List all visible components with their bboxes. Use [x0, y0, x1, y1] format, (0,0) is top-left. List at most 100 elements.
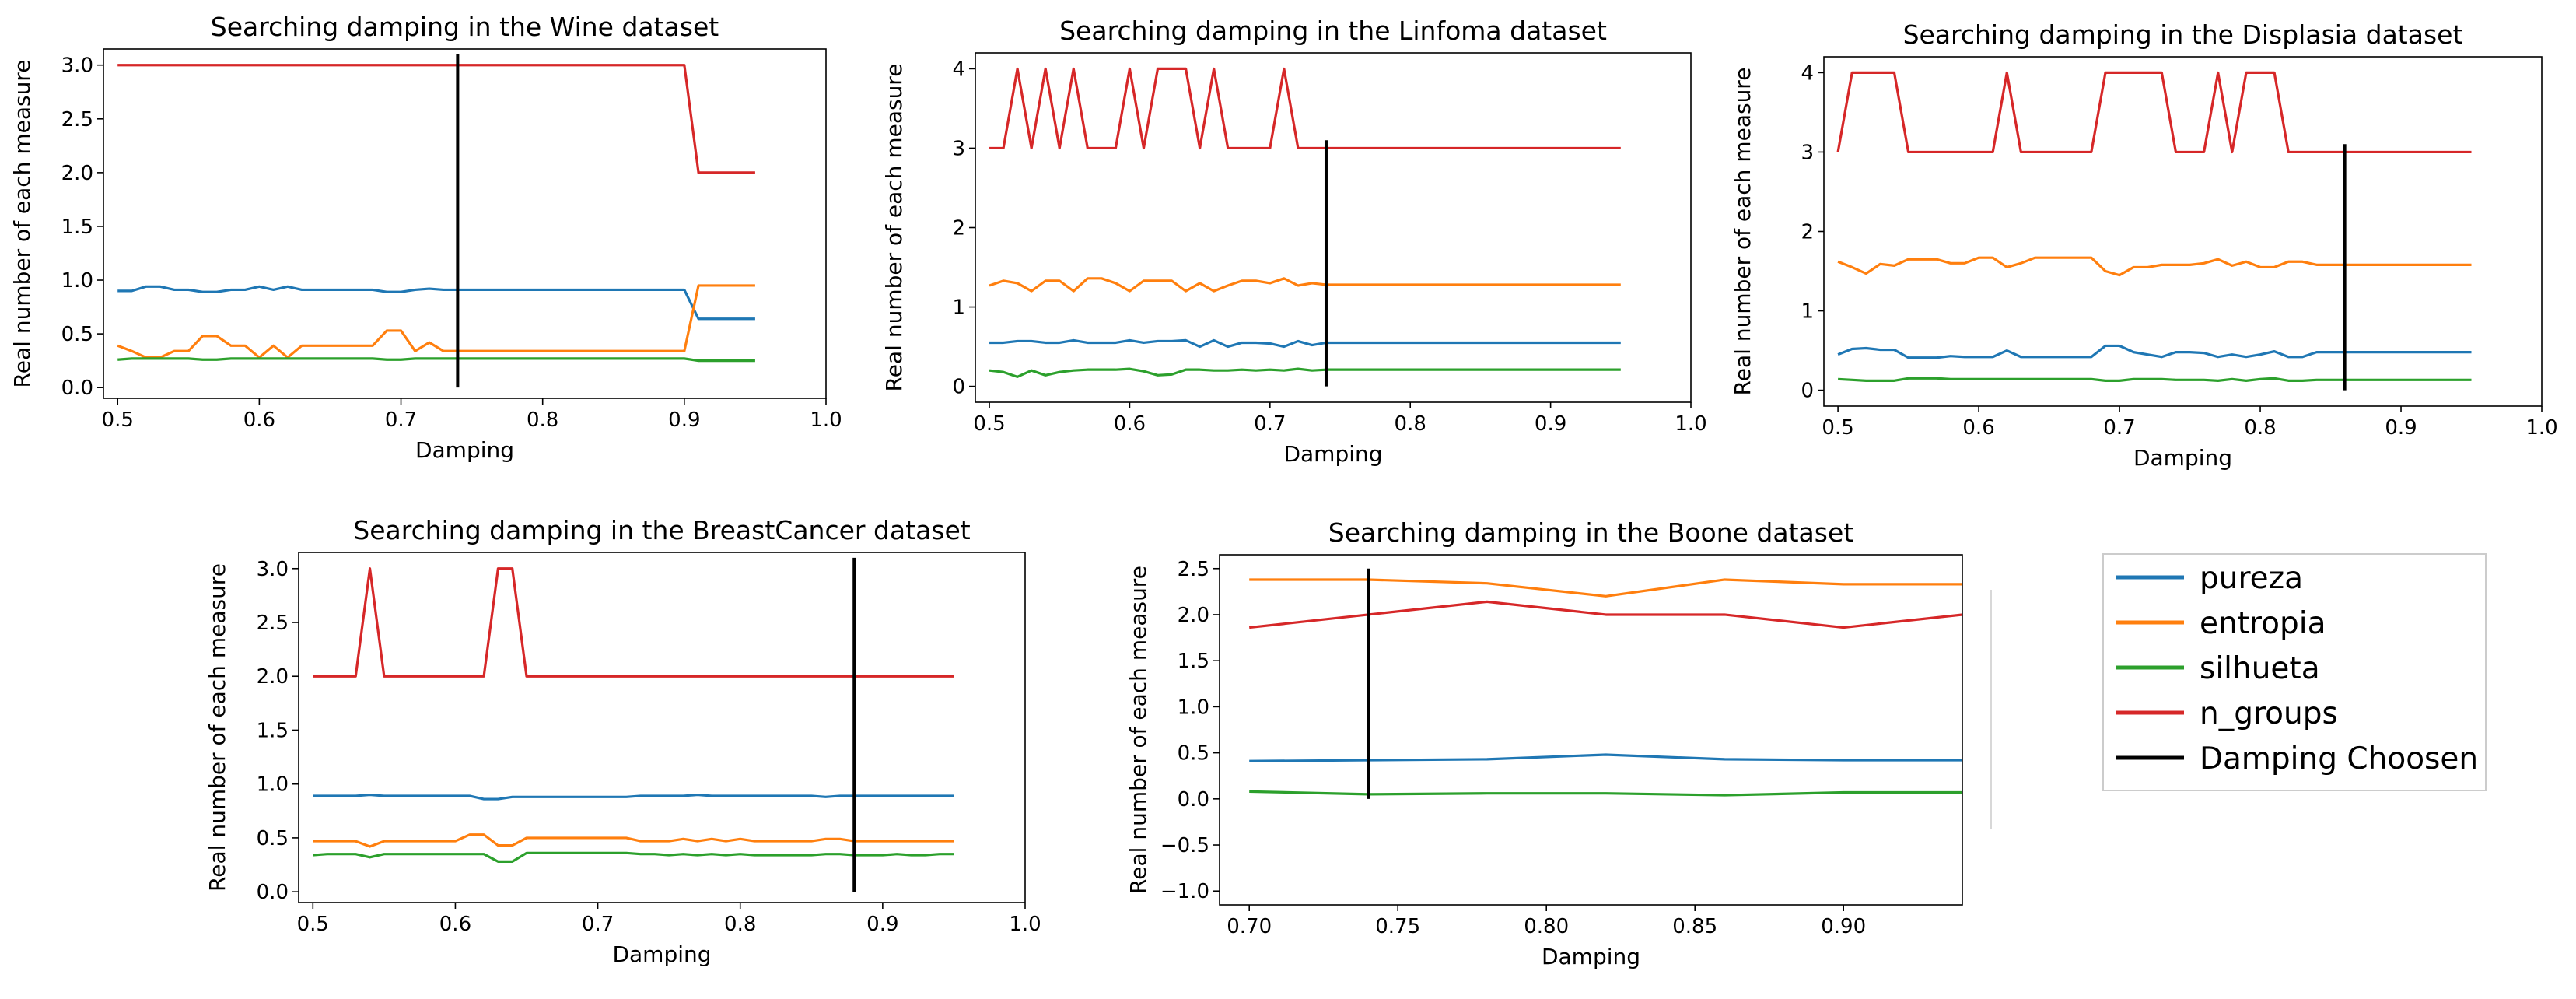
series-line-pureza	[117, 285, 755, 321]
y-tick-label: 0.5	[1178, 742, 1209, 766]
legend-label-n_groups: n_groups	[2200, 696, 2338, 731]
y-tick-label: −0.5	[1160, 834, 1209, 857]
x-tick-label: 0.7	[385, 408, 417, 432]
series-line-entropia	[1249, 578, 1962, 598]
x-axis-label: Damping	[2133, 445, 2232, 471]
x-tick-label: 1.0	[1009, 913, 1041, 936]
series-line-silhueta	[313, 851, 954, 863]
y-tick-label: 1	[952, 296, 965, 320]
chart-4: 0.5 0.6 0.7 0.8 0.9 1.0 0.0 0.5 1.0 1.5 2.0 2.5 3.0 S…	[205, 515, 1041, 967]
y-axis-label: Real number of each measure	[1125, 566, 1151, 894]
plot-frame	[1219, 554, 1963, 906]
x-tick-label: 0.80	[1524, 915, 1569, 938]
x-tick-label: 0.75	[1375, 915, 1420, 938]
plot-frame	[298, 552, 1026, 903]
y-axis-label: Real number of each measure	[1730, 68, 1755, 396]
series-line-entropia	[313, 833, 954, 848]
x-axis-label: Damping	[612, 941, 711, 967]
series-line-pureza	[989, 338, 1621, 349]
series-line-entropia	[989, 277, 1621, 293]
x-tick-label: 0.7	[582, 913, 614, 936]
x-tick-label: 0.85	[1672, 915, 1717, 938]
y-tick-label: 2.0	[61, 162, 93, 185]
legend-label-pureza: pureza	[2200, 561, 2303, 596]
x-tick-label: 0.8	[1395, 412, 1426, 436]
x-tick-label: 1.0	[810, 408, 842, 432]
chart-3: 0.5 0.6 0.7 0.8 0.9 1.0 0 1 2 3 4 Searching damping…	[1730, 19, 2558, 471]
y-axis-label: Real number of each measure	[205, 563, 230, 892]
y-tick-label: 0.5	[61, 323, 93, 346]
y-tick-label: 0.0	[1178, 788, 1209, 811]
chart-title: Searching damping in the Boone dataset	[1328, 517, 1853, 548]
x-axis-label: Damping	[415, 437, 514, 463]
x-tick-label: 0.6	[1962, 416, 1994, 440]
x-tick-label: 0.6	[243, 408, 275, 432]
x-tick-label: 0.8	[724, 913, 756, 936]
series-line-silhueta	[1838, 377, 2472, 382]
series-line-entropia	[117, 284, 755, 359]
x-axis-label: Damping	[1542, 944, 1640, 969]
series-line-n_groups	[117, 64, 755, 174]
x-axis-label: Damping	[1283, 441, 1382, 467]
series-line-pureza	[313, 793, 954, 801]
y-tick-label: 1.5	[257, 719, 289, 742]
y-tick-label: 3.0	[257, 558, 289, 581]
series-line-silhueta	[989, 367, 1621, 378]
chart-1: 0.5 0.6 0.7 0.8 0.9 1.0 0.0 0.5 1.0 1.5 2.0 2.5 3.0 S…	[9, 12, 842, 463]
legend-box	[2102, 553, 2487, 791]
y-tick-label: 1.0	[257, 773, 289, 797]
y-tick-label: 1	[1801, 300, 1814, 324]
y-tick-label: 1.0	[1178, 696, 1209, 719]
y-tick-label: 3	[1801, 141, 1814, 164]
series-line-n_groups	[989, 67, 1621, 150]
y-tick-label: 2.5	[257, 612, 289, 635]
chart-title: Searching damping in the BreastCancer da…	[353, 515, 971, 545]
x-tick-label: 0.7	[1254, 412, 1286, 436]
y-tick-label: 0	[952, 376, 965, 399]
y-tick-label: 2	[1801, 221, 1814, 244]
x-tick-label: 0.70	[1227, 915, 1272, 938]
y-tick-label: 0.0	[61, 377, 93, 400]
y-tick-label: 1.5	[1178, 650, 1209, 673]
plot-frame	[103, 48, 827, 399]
y-tick-label: −1.0	[1160, 880, 1209, 903]
legend: pureza entropia silhueta n_groups Damping Ch…	[2102, 553, 2487, 791]
y-tick-label: 3	[952, 137, 965, 160]
y-tick-label: 1.5	[61, 216, 93, 239]
x-tick-label: 0.5	[973, 412, 1005, 436]
x-tick-label: 0.6	[439, 913, 471, 936]
y-tick-label: 0.0	[257, 881, 289, 904]
y-tick-label: 3.0	[61, 54, 93, 78]
y-tick-label: 4	[1801, 61, 1814, 85]
chart-5: 0.70 0.75 0.80 0.85 0.90 −1.0 −0.5 0.0 0.5 1.0 1.5…	[1125, 517, 1963, 969]
x-tick-label: 1.0	[2525, 416, 2557, 440]
x-tick-label: 0.7	[2103, 416, 2135, 440]
y-tick-label: 2.0	[257, 665, 289, 689]
series-line-pureza	[1249, 753, 1962, 762]
series-line-entropia	[1837, 256, 2472, 277]
x-tick-label: 0.5	[297, 913, 329, 936]
x-tick-label: 0.5	[102, 408, 134, 432]
series-line-n_groups	[313, 567, 954, 678]
series-line-silhueta	[1249, 790, 1962, 797]
y-tick-label: 2.0	[1178, 604, 1209, 627]
series-line-n_groups	[1249, 600, 1962, 629]
chart-2: 0.5 0.6 0.7 0.8 0.9 1.0 0 1 2 3 4 Searching damping…	[881, 16, 1707, 467]
x-tick-label: 0.9	[2385, 416, 2417, 440]
plot-frame	[1823, 56, 2543, 407]
chart-title: Searching damping in the Linfoma dataset	[1059, 16, 1607, 46]
x-tick-label: 0.9	[668, 408, 700, 432]
x-tick-label: 0.9	[1535, 412, 1566, 436]
x-tick-label: 0.90	[1821, 915, 1866, 938]
y-tick-label: 0	[1801, 380, 1814, 403]
legend-label-silhueta: silhueta	[2200, 651, 2320, 686]
y-axis-label: Real number of each measure	[881, 64, 907, 392]
y-tick-label: 4	[952, 58, 965, 81]
y-tick-label: 2.5	[1178, 558, 1209, 581]
x-tick-label: 0.5	[1822, 416, 1853, 440]
plot-frame	[975, 52, 1692, 403]
y-tick-label: 2	[952, 217, 965, 240]
series-line-pureza	[1837, 344, 2472, 359]
x-tick-label: 0.6	[1114, 412, 1146, 436]
